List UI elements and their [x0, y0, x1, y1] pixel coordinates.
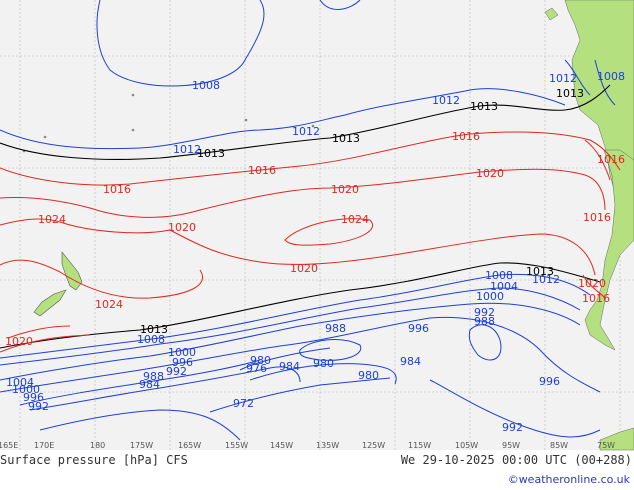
isobar-label: 1012 — [173, 143, 201, 156]
isobar-label: 1024 — [341, 213, 369, 226]
isobar-label: 984 — [139, 378, 160, 391]
isobar-label: 1016 — [103, 183, 131, 196]
galapagos-island — [544, 7, 559, 21]
new-zealand-north-island — [61, 251, 83, 291]
svg-text:175W: 175W — [130, 441, 153, 450]
svg-text:165E: 165E — [0, 441, 18, 450]
isobar-label: 1020 — [168, 221, 196, 234]
svg-text:105W: 105W — [455, 441, 478, 450]
isobar-label: 992 — [28, 400, 49, 413]
svg-text:95W: 95W — [502, 441, 520, 450]
isobar-label: 1000 — [168, 346, 196, 359]
isobar-label: 984 — [400, 355, 421, 368]
isobar-label: 1013 — [470, 100, 498, 113]
pacific-island — [131, 93, 135, 97]
svg-text:115W: 115W — [408, 441, 431, 450]
blue-isobars-south — [0, 273, 601, 441]
blue-isobars-north — [0, 0, 616, 150]
isobar-label: 992 — [474, 306, 495, 319]
svg-text:135W: 135W — [316, 441, 339, 450]
svg-text:85W: 85W — [550, 441, 568, 450]
isobar-label: 1008 — [192, 79, 220, 92]
isobar-label: 1016 — [597, 153, 625, 166]
isobar-1013 — [0, 84, 611, 349]
svg-text:180: 180 — [90, 441, 105, 450]
isobar-label: 1012 — [532, 273, 560, 286]
isobar-label: 1004 — [6, 376, 34, 389]
isobar-label: 992 — [502, 421, 523, 434]
svg-text:170E: 170E — [34, 441, 54, 450]
isobar-label: 1012 — [292, 125, 320, 138]
isobar-label: 1020 — [578, 277, 606, 290]
isobar-label: 988 — [325, 322, 346, 335]
isobar-label: 1000 — [476, 290, 504, 303]
isobar-label: 1013 — [526, 265, 554, 278]
isobar-label: 980 — [358, 369, 379, 382]
isobar-label: 1013 — [197, 147, 225, 160]
isobar-label: 1024 — [38, 213, 66, 226]
isobar-labels: 1008 1012 1013 1012 1013 1012 1013 1013 … — [5, 70, 625, 434]
isobar-label: 1013 — [556, 87, 584, 100]
isobar-label: 988 — [474, 315, 495, 328]
isobar-label: 1020 — [476, 167, 504, 180]
isobar-label: 1016 — [582, 292, 610, 305]
isobar-label: 988 — [143, 370, 164, 383]
isobar-label: 1012 — [549, 72, 577, 85]
isobar-label: 996 — [23, 391, 44, 404]
isobar-label: 1013 — [332, 132, 360, 145]
isobar-label: 1000 — [12, 383, 40, 396]
isobar-label: 1020 — [5, 335, 33, 348]
isobar-label: 1024 — [95, 298, 123, 311]
isobar-label: 972 — [233, 397, 254, 410]
isobar-label: 1013 — [140, 323, 168, 336]
isobar-label: 1008 — [597, 70, 625, 83]
isobar-label: 976 — [246, 362, 267, 375]
isobar-label: 1004 — [490, 280, 518, 293]
isobar-label: 1020 — [331, 183, 359, 196]
isobar-label: 1020 — [290, 262, 318, 275]
svg-text:125W: 125W — [362, 441, 385, 450]
isobar-label: 996 — [172, 356, 193, 369]
isobar-label: 1008 — [137, 333, 165, 346]
pacific-island — [244, 118, 248, 122]
isobar-label: 996 — [539, 375, 560, 388]
pacific-island — [311, 124, 315, 128]
new-zealand-south-island — [33, 289, 67, 317]
isobar-label: 1016 — [452, 130, 480, 143]
isobar-label: 1008 — [485, 269, 513, 282]
antarctic-peninsula — [599, 427, 634, 451]
red-isobars — [0, 131, 621, 353]
credit-link[interactable]: ©weatheronline.co.uk — [507, 473, 630, 486]
chart-title: Surface pressure [hPa] CFS — [0, 453, 188, 467]
isobar-label: 1012 — [432, 94, 460, 107]
isobar-label: 996 — [408, 322, 429, 335]
isobar-label: 984 — [279, 360, 300, 373]
pacific-island — [43, 135, 47, 139]
svg-text:165W: 165W — [178, 441, 201, 450]
isobar-label: 1016 — [583, 211, 611, 224]
isobar-label: 992 — [166, 365, 187, 378]
pacific-island — [131, 128, 135, 132]
isobar-label: 980 — [250, 354, 271, 367]
svg-text:75W: 75W — [597, 441, 615, 450]
patagonia-land — [584, 149, 634, 351]
forecast-datetime: We 29-10-2025 00:00 UTC (00+288) — [400, 453, 632, 467]
isobar-label: 980 — [313, 357, 334, 370]
svg-text:155W: 155W — [225, 441, 248, 450]
longitude-axis: 165E 170E 180 175W 165W 155W 145W 135W 1… — [0, 441, 615, 450]
svg-text:145W: 145W — [270, 441, 293, 450]
isobar-label: 1016 — [248, 164, 276, 177]
